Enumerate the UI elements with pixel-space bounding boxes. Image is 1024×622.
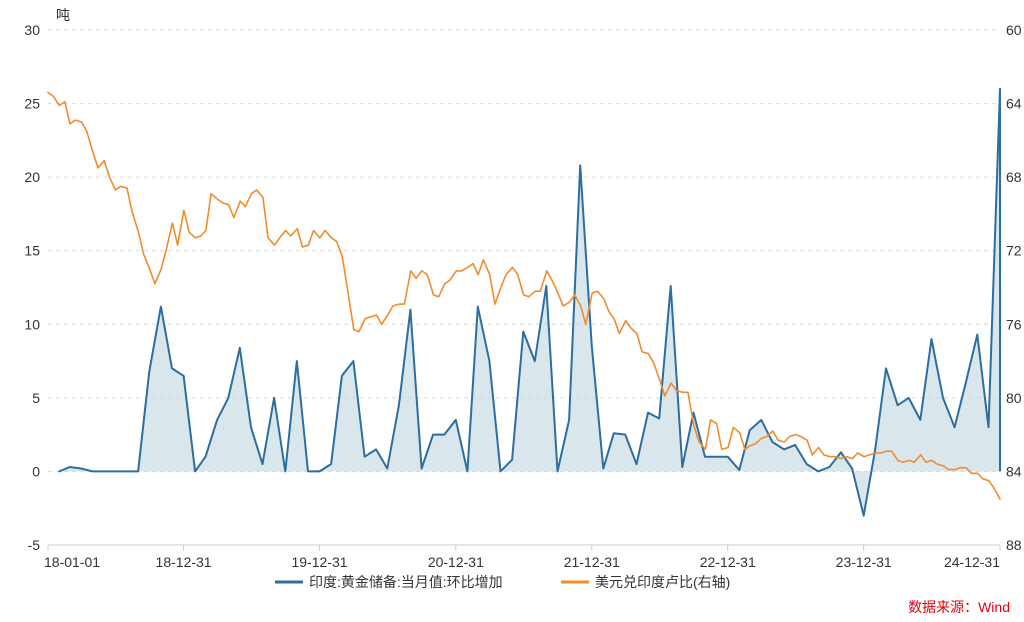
y-right-tick-label: 76: [1006, 316, 1022, 332]
chart-svg: -5 0 5 10 15 20 25 30 60 64 68 72 76 80 84 88 18-01-01 18…: [0, 0, 1024, 622]
x-tick-label: 23-12-31: [836, 554, 892, 570]
data-source: 数据来源：Wind: [908, 599, 1010, 615]
y-left-tick-label: 20: [24, 169, 40, 185]
y-right-tick-label: 80: [1006, 390, 1022, 406]
y-right-tick-label: 60: [1006, 22, 1022, 38]
y-right-tick-label: 72: [1006, 243, 1022, 259]
y-left-tick-label: 5: [32, 390, 40, 406]
y-right-tick-label: 68: [1006, 169, 1022, 185]
y-left-tick-label: -5: [28, 537, 41, 553]
legend-label: 印度:黄金储备:当月值:环比增加: [309, 574, 503, 590]
legend: 印度:黄金储备:当月值:环比增加 美元兑印度卢比(右轴): [275, 574, 730, 590]
x-tick-label: 18-12-31: [156, 554, 212, 570]
y-right-tick-label: 64: [1006, 96, 1022, 112]
y-left-tick-label: 0: [32, 463, 40, 479]
x-tick-label: 20-12-31: [428, 554, 484, 570]
chart-container: -5 0 5 10 15 20 25 30 60 64 68 72 76 80 84 88 18-01-01 18…: [0, 0, 1024, 622]
x-tick-label: 24-12-31: [944, 554, 1000, 570]
y-right-tick-label: 88: [1006, 537, 1022, 553]
gold-area: [59, 89, 1000, 516]
y-left-tick-label: 25: [24, 96, 40, 112]
y-right-tick-label: 84: [1006, 463, 1022, 479]
legend-label: 美元兑印度卢比(右轴): [595, 574, 730, 590]
y-unit-label: 吨: [56, 7, 70, 23]
y-left-tick-label: 30: [24, 22, 40, 38]
y-left-tick-label: 15: [24, 243, 40, 259]
x-tick-label: 18-01-01: [44, 554, 100, 570]
y-left-tick-label: 10: [24, 316, 40, 332]
x-tick-label: 19-12-31: [291, 554, 347, 570]
x-tick-label: 21-12-31: [564, 554, 620, 570]
x-tick-label: 22-12-31: [700, 554, 756, 570]
